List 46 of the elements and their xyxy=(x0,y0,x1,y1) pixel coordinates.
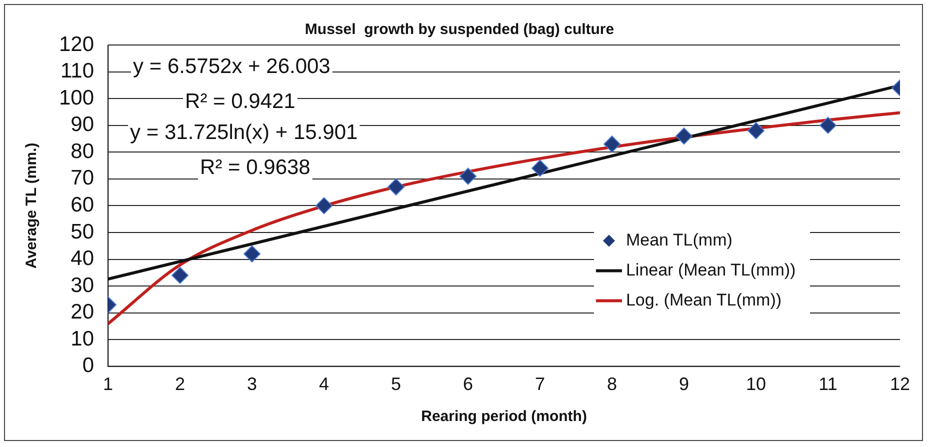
legend-label: Mean TL(mm) xyxy=(626,230,732,250)
point xyxy=(388,178,405,196)
y-tick-label: 0 xyxy=(82,354,94,378)
x-tick-label: 6 xyxy=(463,374,474,394)
y-tick-label: 110 xyxy=(60,60,94,83)
x-tick-label: 10 xyxy=(746,374,766,394)
point xyxy=(820,116,837,134)
x-tick-label: 4 xyxy=(319,374,330,394)
y-tick-label: 90 xyxy=(70,113,94,136)
chart-title: Mussel growth by suspended (bag) culture xyxy=(304,21,614,38)
x-tick-label: 12 xyxy=(890,374,910,394)
annotation: R² = 0.9421 xyxy=(185,90,296,113)
x-tick-label: 11 xyxy=(818,374,838,394)
y-tick-label: 70 xyxy=(70,166,94,190)
y-tick-label: 10 xyxy=(70,327,94,350)
y-tick-label: 60 xyxy=(70,193,94,216)
x-tick-label: 2 xyxy=(175,374,186,394)
annotation: y = 6.5752x + 26.003 xyxy=(133,54,330,78)
line-series xyxy=(108,111,900,326)
point xyxy=(604,136,621,153)
annotation: y = 31.725ln(x) + 15.901 xyxy=(130,120,358,144)
x-tick-label: 9 xyxy=(679,374,690,394)
point xyxy=(676,128,693,145)
y-tick-label: 120 xyxy=(58,32,94,56)
y-tick-label: 100 xyxy=(58,86,94,110)
y-axis-title: Average TL (mm.) xyxy=(23,142,40,269)
y-tick-label: 30 xyxy=(70,274,94,297)
point xyxy=(172,266,189,284)
x-tick-label: 8 xyxy=(607,374,618,394)
point xyxy=(532,160,549,177)
point xyxy=(460,168,477,185)
y-tick-label: 40 xyxy=(70,247,94,270)
annotation: R² = 0.9638 xyxy=(200,156,310,179)
point xyxy=(748,122,765,140)
x-tick-label: 1 xyxy=(103,374,114,394)
x-axis-title: Rearing period (month) xyxy=(421,408,587,426)
y-tick-label: 50 xyxy=(70,220,94,244)
x-tick-label: 3 xyxy=(247,374,258,394)
y-tick-label: 80 xyxy=(70,140,94,163)
x-tick-label: 7 xyxy=(535,374,546,394)
y-tick-label: 20 xyxy=(70,300,94,324)
point xyxy=(316,197,333,214)
point xyxy=(244,245,261,262)
x-tick-label: 5 xyxy=(391,374,402,394)
legend-label: Linear (Mean TL(mm)) xyxy=(626,260,796,280)
legend-label: Log. (Mean TL(mm)) xyxy=(626,290,782,310)
